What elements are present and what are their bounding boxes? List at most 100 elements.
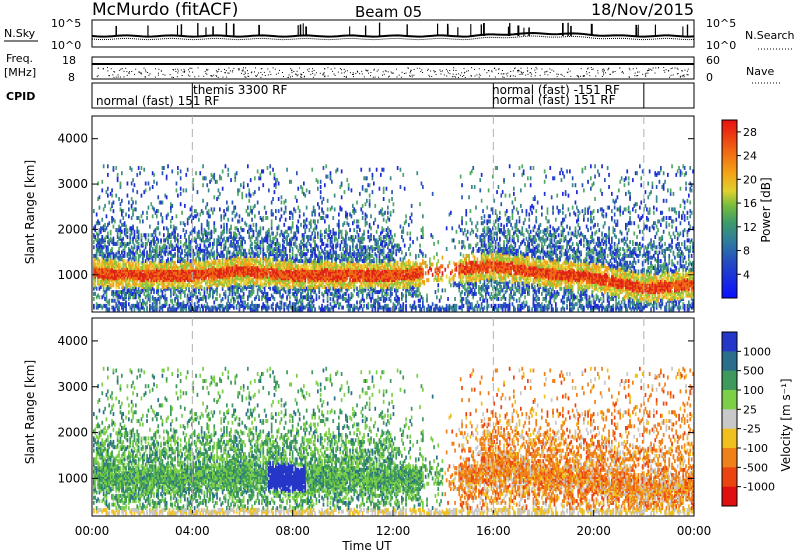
nave-dot [131, 71, 133, 72]
power-cell [137, 253, 140, 258]
power-cell [157, 253, 160, 258]
nave-dot [267, 68, 269, 70]
power-cell [184, 203, 186, 208]
power-cell [317, 219, 319, 224]
power-cell [185, 283, 188, 288]
power-cell [259, 172, 262, 177]
nave-dot [545, 71, 547, 73]
power-cell [301, 186, 304, 191]
nave-dot [301, 73, 303, 75]
cpid-segment-3: normal (fast) 151 RF [492, 93, 616, 107]
nave-dot [310, 73, 312, 75]
nave-dot [232, 69, 234, 71]
nave-dot [628, 67, 630, 69]
power-cell [128, 247, 130, 251]
power-cell [249, 178, 252, 183]
power-cell [219, 293, 221, 298]
power-cell [227, 217, 230, 222]
nave-dot [243, 67, 244, 69]
power-cell [170, 307, 172, 312]
power-cell [156, 264, 158, 269]
nave-dot [229, 70, 231, 72]
power-cell [314, 209, 316, 214]
power-cell [175, 302, 178, 307]
power-cell [192, 248, 195, 253]
nave-dot [442, 70, 443, 72]
nave-dot [413, 69, 415, 70]
power-cell [137, 305, 140, 310]
power-cell [119, 241, 122, 246]
power-cell [150, 260, 153, 265]
power-cell [139, 266, 141, 270]
power-cell [108, 238, 111, 243]
power-cell [200, 229, 203, 234]
power-cell [181, 302, 183, 307]
power-cell [114, 259, 116, 264]
nave-dot [526, 67, 528, 69]
power-cell [179, 276, 182, 281]
power-cell [146, 305, 148, 310]
nave-dot [467, 70, 469, 72]
power-cell [220, 245, 223, 250]
power-cell [165, 262, 168, 267]
power-cell [139, 298, 141, 303]
nave-dot [388, 76, 389, 78]
power-cell [318, 295, 321, 300]
nave-dot [549, 68, 551, 70]
nave-dot [578, 76, 580, 78]
power-cell [108, 267, 111, 272]
power-cell [115, 269, 118, 274]
power-cell [163, 264, 165, 269]
nave-dot [339, 68, 341, 70]
power-cell [132, 212, 134, 217]
power-cell [277, 181, 280, 186]
power-cell [161, 248, 164, 253]
power-cell [270, 226, 273, 231]
nave-dot [346, 70, 348, 72]
power-cell [157, 271, 160, 276]
nave-dot [603, 72, 604, 74]
nave-dot [663, 70, 665, 71]
nave-dot [603, 68, 605, 70]
nave-dot [505, 73, 507, 75]
power-cell [105, 303, 108, 308]
nave-dot [180, 69, 182, 71]
power-cell [195, 238, 197, 243]
power-cell [170, 202, 172, 207]
power-cell [212, 210, 214, 215]
nave-dot [591, 69, 593, 70]
nave-dot [430, 70, 432, 72]
nave-dot [224, 69, 225, 70]
power-cell [255, 222, 258, 227]
power-cell [105, 278, 108, 283]
power-cell [149, 224, 151, 229]
power-cell [163, 233, 165, 238]
power-cell [158, 300, 161, 305]
power-cell [115, 302, 118, 307]
nave-dot [601, 76, 603, 77]
power-cell [298, 209, 301, 214]
nave-dot [401, 71, 403, 73]
power-cell [146, 300, 148, 305]
power-cell [317, 245, 319, 250]
power-cell [207, 260, 210, 265]
power-cell [128, 302, 130, 307]
power-cell [167, 164, 169, 169]
power-cell [210, 229, 213, 234]
power-cell [115, 166, 118, 170]
power-cell [137, 272, 140, 277]
nave-dot [525, 74, 527, 76]
nave-dot [121, 68, 123, 70]
power-cell [312, 298, 315, 303]
nave-dot [307, 69, 309, 71]
power-cell [203, 243, 206, 248]
nave-dot [670, 68, 672, 70]
power-cell [125, 228, 127, 233]
power-cell [170, 298, 172, 303]
power-cell [275, 209, 277, 214]
power-cell [249, 205, 252, 210]
nave-dot [568, 68, 569, 70]
power-cell [213, 221, 216, 226]
power-cell [112, 200, 115, 205]
power-cell [238, 214, 241, 219]
